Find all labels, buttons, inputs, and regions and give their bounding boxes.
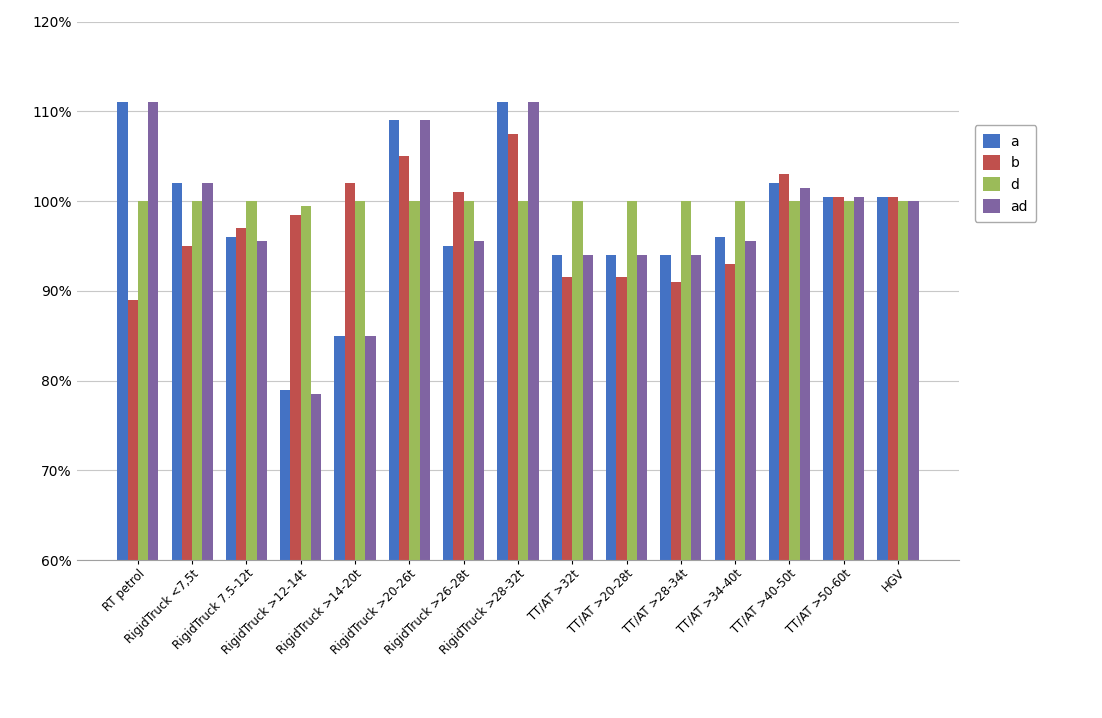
Bar xyxy=(823,197,833,560)
Bar xyxy=(854,197,864,560)
Bar xyxy=(681,201,691,560)
Bar xyxy=(236,228,247,560)
Bar xyxy=(637,255,647,560)
Bar xyxy=(745,241,756,560)
Bar xyxy=(833,197,844,560)
Bar xyxy=(528,103,539,560)
Bar xyxy=(399,156,409,560)
Bar xyxy=(627,201,637,560)
Bar xyxy=(552,255,562,560)
Bar xyxy=(226,237,236,560)
Bar xyxy=(182,246,192,560)
Bar xyxy=(334,336,345,560)
Bar xyxy=(508,134,518,560)
Bar xyxy=(877,197,888,560)
Bar xyxy=(660,255,670,560)
Bar xyxy=(898,201,908,560)
Bar xyxy=(606,255,616,560)
Bar xyxy=(443,246,453,560)
Legend: a, b, d, ad: a, b, d, ad xyxy=(974,126,1037,222)
Bar xyxy=(138,201,148,560)
Bar xyxy=(366,336,376,560)
Bar xyxy=(691,255,702,560)
Bar xyxy=(280,389,291,560)
Bar xyxy=(291,215,301,560)
Bar xyxy=(735,201,745,560)
Bar xyxy=(572,201,583,560)
Bar xyxy=(420,121,430,560)
Bar xyxy=(908,201,919,560)
Bar xyxy=(562,277,572,560)
Bar xyxy=(301,205,311,560)
Bar xyxy=(257,241,267,560)
Bar xyxy=(355,201,366,560)
Bar xyxy=(616,277,627,560)
Bar xyxy=(464,201,474,560)
Bar xyxy=(725,264,735,560)
Bar xyxy=(789,201,800,560)
Bar xyxy=(117,103,128,560)
Bar xyxy=(769,183,779,560)
Bar xyxy=(345,183,355,560)
Bar xyxy=(518,201,528,560)
Bar xyxy=(714,237,725,560)
Bar xyxy=(844,201,854,560)
Bar xyxy=(583,255,593,560)
Bar xyxy=(453,192,464,560)
Bar xyxy=(203,183,213,560)
Bar xyxy=(247,201,257,560)
Bar xyxy=(497,103,508,560)
Bar xyxy=(128,300,138,560)
Bar xyxy=(148,103,159,560)
Bar xyxy=(670,282,681,560)
Bar xyxy=(474,241,484,560)
Bar xyxy=(192,201,203,560)
Bar xyxy=(311,394,322,560)
Bar xyxy=(779,174,789,560)
Bar xyxy=(888,197,898,560)
Bar xyxy=(409,201,420,560)
Bar xyxy=(800,187,810,560)
Bar xyxy=(389,121,399,560)
Bar xyxy=(172,183,182,560)
